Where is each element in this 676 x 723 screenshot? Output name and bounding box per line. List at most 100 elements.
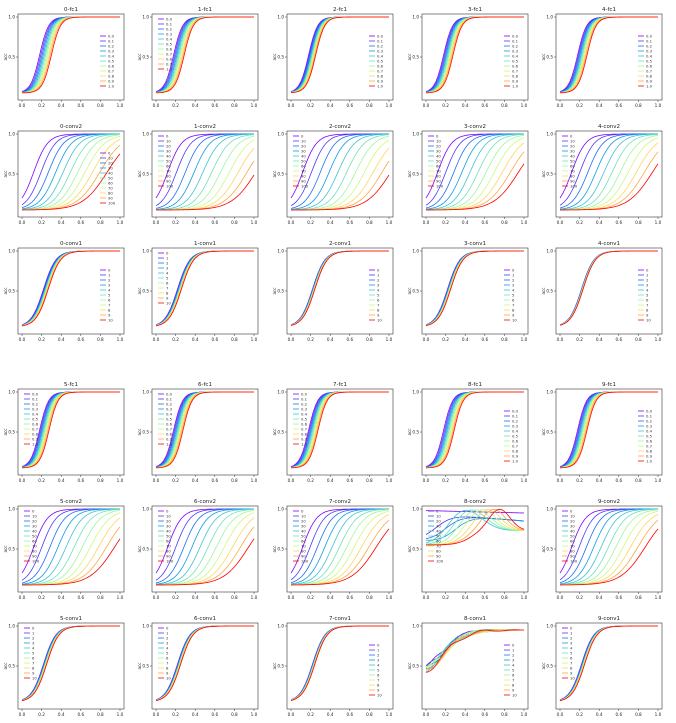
series-line-1.0 — [155, 16, 254, 94]
legend-label: 30 — [166, 148, 171, 153]
x-tick-label: 0.6 — [615, 712, 622, 717]
y-tick-label: 1.0 — [8, 249, 15, 254]
legend-label: 60 — [32, 538, 37, 543]
x-tick-label: 0.8 — [366, 478, 373, 483]
panel-title: 3-conv1 — [464, 241, 486, 247]
legend-label: 0.9 — [377, 78, 384, 83]
legend-label: 7 — [512, 677, 515, 682]
y-tick-label: 0.5 — [8, 430, 15, 435]
series-line-1.0 — [290, 16, 389, 94]
series-line-40 — [21, 133, 121, 210]
y-tick-label: 1.0 — [142, 15, 149, 20]
legend-label: 0 — [436, 133, 439, 138]
x-tick-label: 0.6 — [346, 337, 353, 342]
panel-title: 2-fc1 — [333, 7, 347, 13]
legend-label: 4 — [646, 287, 649, 292]
x-tick-label: 0.6 — [346, 220, 353, 225]
legend-label: 100 — [166, 183, 174, 188]
x-tick-label: 0.6 — [346, 595, 353, 600]
x-tick-label: 0.2 — [307, 337, 314, 342]
series-line-30 — [21, 133, 120, 210]
y-tick-label: 1.0 — [277, 249, 284, 254]
x-tick-label: 0.4 — [596, 103, 603, 108]
series-line-30 — [155, 508, 255, 585]
series-line-40 — [155, 133, 255, 211]
legend-label: 0.8 — [166, 56, 173, 61]
series-line-50 — [290, 508, 390, 586]
series-line-50 — [155, 134, 255, 211]
legend-label: 0 — [32, 508, 35, 513]
series-line-40 — [290, 133, 390, 211]
legend-label: 0.4 — [512, 53, 519, 58]
legend-label: 10 — [108, 155, 113, 160]
panel-title: 0-conv1 — [60, 241, 82, 247]
y-tick-label: 1.0 — [8, 507, 15, 512]
x-tick-label: 0.0 — [288, 595, 295, 600]
x-tick-label: 0.0 — [557, 220, 564, 225]
x-tick-label: 0.4 — [192, 595, 199, 600]
legend: 0.00.10.20.30.40.50.60.70.80.91.0 — [369, 33, 384, 88]
legend-label: 1 — [646, 272, 649, 277]
series-line-100 — [290, 174, 390, 211]
legend-label: 1.0 — [646, 83, 653, 88]
legend-label: 30 — [108, 165, 113, 170]
legend-label: 8 — [377, 307, 380, 312]
series-line-50 — [21, 133, 121, 211]
x-tick-label: 0.0 — [557, 712, 564, 717]
series-line-30 — [425, 133, 525, 210]
x-tick-label: 1.0 — [521, 337, 528, 342]
y-axis-label: acc — [407, 288, 412, 295]
panel-title: 0-conv2 — [60, 124, 82, 130]
legend-label: 100 — [436, 558, 444, 563]
y-axis-label: acc — [407, 54, 412, 61]
plot-frame — [555, 247, 663, 335]
y-tick-label: 0.5 — [546, 547, 553, 552]
legend-label: 0 — [301, 508, 304, 513]
x-tick-label: 0.8 — [635, 103, 642, 108]
legend-label: 100 — [166, 558, 174, 563]
legend-label: 40 — [436, 153, 441, 158]
legend-label: 90 — [436, 178, 441, 183]
legend-label: 0 — [512, 642, 515, 647]
x-tick-label: 1.0 — [117, 595, 124, 600]
legend-label: 10 — [512, 692, 517, 697]
legend-label: 0.7 — [166, 51, 173, 56]
legend-label: 7 — [166, 660, 169, 665]
legend-label: 0.6 — [166, 421, 173, 426]
legend-label: 1.0 — [32, 441, 39, 446]
panel-5-conv1: 5-conv1 acc 0.0 0.2 0.4 0.6 0.8 1.0 0.5 1.0 012345… — [3, 616, 125, 717]
legend-label: 8 — [646, 307, 649, 312]
series-line-100 — [155, 174, 255, 211]
x-tick-label: 0.0 — [423, 712, 430, 717]
legend-label: 3 — [377, 657, 380, 662]
legend-label: 3 — [512, 282, 515, 287]
legend-label: 0.7 — [646, 68, 653, 73]
x-tick-label: 0.8 — [501, 337, 508, 342]
legend-label: 7 — [166, 285, 169, 290]
legend-label: 4 — [32, 645, 35, 650]
legend-label: 9 — [166, 295, 169, 300]
legend-label: 30 — [32, 523, 37, 528]
legend-label: 50 — [108, 175, 113, 180]
y-axis-label: acc — [3, 429, 8, 436]
series-line-10 — [290, 250, 389, 326]
x-tick-label: 0.4 — [462, 337, 469, 342]
x-tick-label: 1.0 — [655, 337, 662, 342]
y-tick-label: 1.0 — [546, 249, 553, 254]
legend-label: 0.6 — [512, 63, 519, 68]
legend-label: 100 — [108, 200, 116, 205]
x-tick-label: 0.6 — [77, 595, 84, 600]
legend-label: 20 — [570, 143, 575, 148]
series-line-1.0 — [425, 391, 524, 469]
y-tick-label: 0.5 — [546, 172, 553, 177]
legend-label: 3 — [166, 640, 169, 645]
panel-title: 7-conv1 — [329, 616, 351, 622]
legend-label: 3 — [570, 640, 573, 645]
legend-label: 6 — [512, 297, 515, 302]
